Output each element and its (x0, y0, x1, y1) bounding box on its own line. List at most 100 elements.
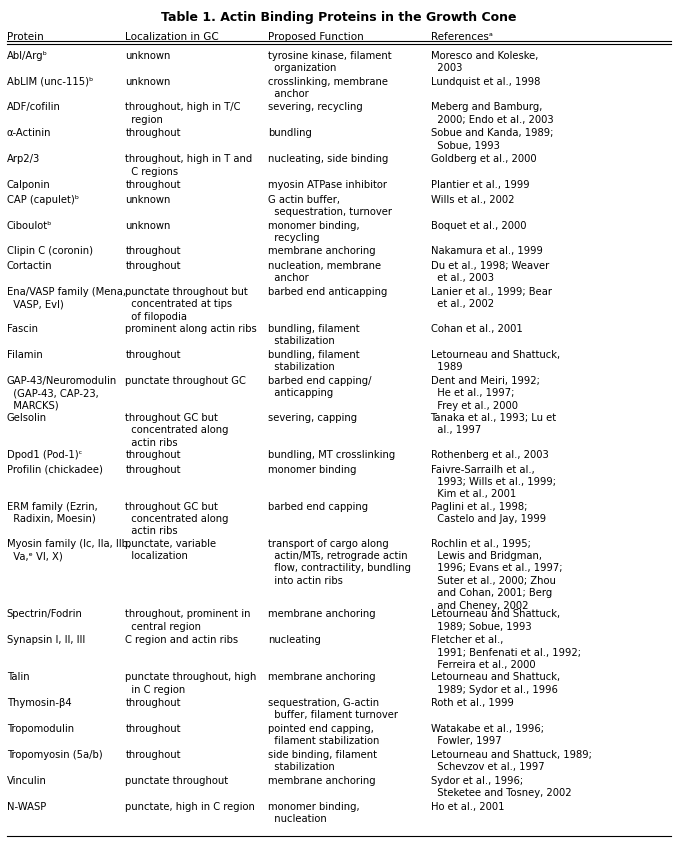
Text: Localization in GC: Localization in GC (125, 32, 219, 42)
Text: monomer binding,
  recycling: monomer binding, recycling (268, 221, 359, 243)
Text: Gelsolin: Gelsolin (7, 413, 47, 423)
Text: crosslinking, membrane
  anchor: crosslinking, membrane anchor (268, 77, 388, 99)
Text: ERM family (Ezrin,
  Radixin, Moesin): ERM family (Ezrin, Radixin, Moesin) (7, 502, 98, 524)
Text: Cortactin: Cortactin (7, 261, 52, 271)
Text: Myosin family (Ic, IIa, IIb,
  Va,ᵉ VI, X): Myosin family (Ic, IIa, IIb, Va,ᵉ VI, X) (7, 539, 131, 561)
Text: monomer binding: monomer binding (268, 464, 357, 475)
Text: punctate throughout but
  concentrated at tips
  of filopodia: punctate throughout but concentrated at … (125, 287, 248, 321)
Text: Thymosin-β4: Thymosin-β4 (7, 698, 71, 708)
Text: Table 1. Actin Binding Proteins in the Growth Cone: Table 1. Actin Binding Proteins in the G… (161, 11, 517, 24)
Text: Abl/Argᵇ: Abl/Argᵇ (7, 51, 47, 61)
Text: Nakamura et al., 1999: Nakamura et al., 1999 (431, 246, 542, 256)
Text: bundling, MT crosslinking: bundling, MT crosslinking (268, 450, 395, 460)
Text: membrane anchoring: membrane anchoring (268, 776, 376, 786)
Text: Calponin: Calponin (7, 180, 51, 190)
Text: Sobue and Kanda, 1989;
  Sobue, 1993: Sobue and Kanda, 1989; Sobue, 1993 (431, 129, 553, 151)
Text: Fletcher et al.,
  1991; Benfenati et al., 1992;
  Ferreira et al., 2000: Fletcher et al., 1991; Benfenati et al.,… (431, 635, 580, 670)
Text: severing, recycling: severing, recycling (268, 102, 363, 113)
Text: tyrosine kinase, filament
  organization: tyrosine kinase, filament organization (268, 51, 391, 73)
Text: punctate throughout GC: punctate throughout GC (125, 376, 246, 386)
Text: Moresco and Koleske,
  2003: Moresco and Koleske, 2003 (431, 51, 538, 73)
Text: Sydor et al., 1996;
  Steketee and Tosney, 2002: Sydor et al., 1996; Steketee and Tosney,… (431, 776, 571, 798)
Text: throughout, prominent in
  central region: throughout, prominent in central region (125, 609, 251, 632)
Text: Tanaka et al., 1993; Lu et
  al., 1997: Tanaka et al., 1993; Lu et al., 1997 (431, 413, 557, 435)
Text: prominent along actin ribs: prominent along actin ribs (125, 324, 257, 334)
Text: Ciboulotᵇ: Ciboulotᵇ (7, 221, 52, 231)
Text: membrane anchoring: membrane anchoring (268, 609, 376, 619)
Text: pointed end capping,
  filament stabilization: pointed end capping, filament stabilizat… (268, 724, 379, 746)
Text: throughout: throughout (125, 464, 181, 475)
Text: Cohan et al., 2001: Cohan et al., 2001 (431, 324, 522, 334)
Text: myosin ATPase inhibitor: myosin ATPase inhibitor (268, 180, 387, 190)
Text: α-Actinin: α-Actinin (7, 129, 52, 139)
Text: Tropomodulin: Tropomodulin (7, 724, 74, 734)
Text: throughout: throughout (125, 450, 181, 460)
Text: Letourneau and Shattuck,
  1989; Sobue, 1993: Letourneau and Shattuck, 1989; Sobue, 19… (431, 609, 559, 632)
Text: severing, capping: severing, capping (268, 413, 357, 423)
Text: Ena/VASP family (Mena,
  VASP, Evl): Ena/VASP family (Mena, VASP, Evl) (7, 287, 126, 310)
Text: throughout: throughout (125, 261, 181, 271)
Text: throughout GC but
  concentrated along
  actin ribs: throughout GC but concentrated along act… (125, 413, 229, 448)
Text: CAP (capulet)ᵇ: CAP (capulet)ᵇ (7, 195, 79, 205)
Text: throughout, high in T/C
  region: throughout, high in T/C region (125, 102, 241, 125)
Text: punctate, variable
  localization: punctate, variable localization (125, 539, 216, 561)
Text: bundling, filament
  stabilization: bundling, filament stabilization (268, 324, 359, 346)
Text: Plantier et al., 1999: Plantier et al., 1999 (431, 180, 529, 190)
Text: punctate throughout, high
  in C region: punctate throughout, high in C region (125, 673, 257, 695)
Text: Lundquist et al., 1998: Lundquist et al., 1998 (431, 77, 540, 86)
Text: throughout GC but
  concentrated along
  actin ribs: throughout GC but concentrated along act… (125, 502, 229, 536)
Text: unknown: unknown (125, 195, 171, 205)
Text: membrane anchoring: membrane anchoring (268, 246, 376, 256)
Text: throughout: throughout (125, 750, 181, 760)
Text: Meberg and Bamburg,
  2000; Endo et al., 2003: Meberg and Bamburg, 2000; Endo et al., 2… (431, 102, 553, 125)
Text: punctate, high in C region: punctate, high in C region (125, 801, 256, 811)
Text: barbed end capping/
  anticapping: barbed end capping/ anticapping (268, 376, 372, 398)
Text: punctate throughout: punctate throughout (125, 776, 228, 786)
Text: unknown: unknown (125, 221, 171, 231)
Text: bundling: bundling (268, 129, 312, 139)
Text: throughout: throughout (125, 698, 181, 708)
Text: sequestration, G-actin
  buffer, filament turnover: sequestration, G-actin buffer, filament … (268, 698, 398, 721)
Text: Referencesᵃ: Referencesᵃ (431, 32, 492, 42)
Text: Letourneau and Shattuck,
  1989; Sydor et al., 1996: Letourneau and Shattuck, 1989; Sydor et … (431, 673, 559, 695)
Text: transport of cargo along
  actin/MTs, retrograde actin
  flow, contractility, bu: transport of cargo along actin/MTs, retr… (268, 539, 411, 585)
Text: nucleation, membrane
  anchor: nucleation, membrane anchor (268, 261, 381, 283)
Text: barbed end capping: barbed end capping (268, 502, 368, 512)
Text: Talin: Talin (7, 673, 29, 682)
Text: Roth et al., 1999: Roth et al., 1999 (431, 698, 513, 708)
Text: AbLIM (unc-115)ᵇ: AbLIM (unc-115)ᵇ (7, 77, 93, 86)
Text: N-WASP: N-WASP (7, 801, 46, 811)
Text: side binding, filament
  stabilization: side binding, filament stabilization (268, 750, 377, 772)
Text: Ho et al., 2001: Ho et al., 2001 (431, 801, 504, 811)
Text: Letourneau and Shattuck,
  1989: Letourneau and Shattuck, 1989 (431, 350, 559, 372)
Text: C region and actin ribs: C region and actin ribs (125, 635, 239, 645)
Text: Spectrin/Fodrin: Spectrin/Fodrin (7, 609, 83, 619)
Text: Wills et al., 2002: Wills et al., 2002 (431, 195, 514, 205)
Text: Letourneau and Shattuck, 1989;
  Schevzov et al., 1997: Letourneau and Shattuck, 1989; Schevzov … (431, 750, 591, 772)
Text: Rothenberg et al., 2003: Rothenberg et al., 2003 (431, 450, 549, 460)
Text: nucleating: nucleating (268, 635, 321, 645)
Text: Vinculin: Vinculin (7, 776, 47, 786)
Text: barbed end anticapping: barbed end anticapping (268, 287, 387, 297)
Text: GAP-43/Neuromodulin
  (GAP-43, CAP-23,
  MARCKS): GAP-43/Neuromodulin (GAP-43, CAP-23, MAR… (7, 376, 117, 410)
Text: Du et al., 1998; Weaver
  et al., 2003: Du et al., 1998; Weaver et al., 2003 (431, 261, 549, 283)
Text: Profilin (chickadee): Profilin (chickadee) (7, 464, 102, 475)
Text: Clipin C (coronin): Clipin C (coronin) (7, 246, 93, 256)
Text: throughout: throughout (125, 129, 181, 139)
Text: Fascin: Fascin (7, 324, 38, 334)
Text: Watakabe et al., 1996;
  Fowler, 1997: Watakabe et al., 1996; Fowler, 1997 (431, 724, 544, 746)
Text: Lanier et al., 1999; Bear
  et al., 2002: Lanier et al., 1999; Bear et al., 2002 (431, 287, 551, 310)
Text: throughout, high in T and
  C regions: throughout, high in T and C regions (125, 154, 253, 177)
Text: Arp2/3: Arp2/3 (7, 154, 40, 164)
Text: ADF/cofilin: ADF/cofilin (7, 102, 60, 113)
Text: throughout: throughout (125, 724, 181, 734)
Text: Filamin: Filamin (7, 350, 43, 360)
Text: G actin buffer,
  sequestration, turnover: G actin buffer, sequestration, turnover (268, 195, 392, 217)
Text: unknown: unknown (125, 77, 171, 86)
Text: Synapsin I, II, III: Synapsin I, II, III (7, 635, 85, 645)
Text: throughout: throughout (125, 350, 181, 360)
Text: Goldberg et al., 2000: Goldberg et al., 2000 (431, 154, 536, 164)
Text: throughout: throughout (125, 246, 181, 256)
Text: Tropomyosin (5a/b): Tropomyosin (5a/b) (7, 750, 102, 760)
Text: bundling, filament
  stabilization: bundling, filament stabilization (268, 350, 359, 372)
